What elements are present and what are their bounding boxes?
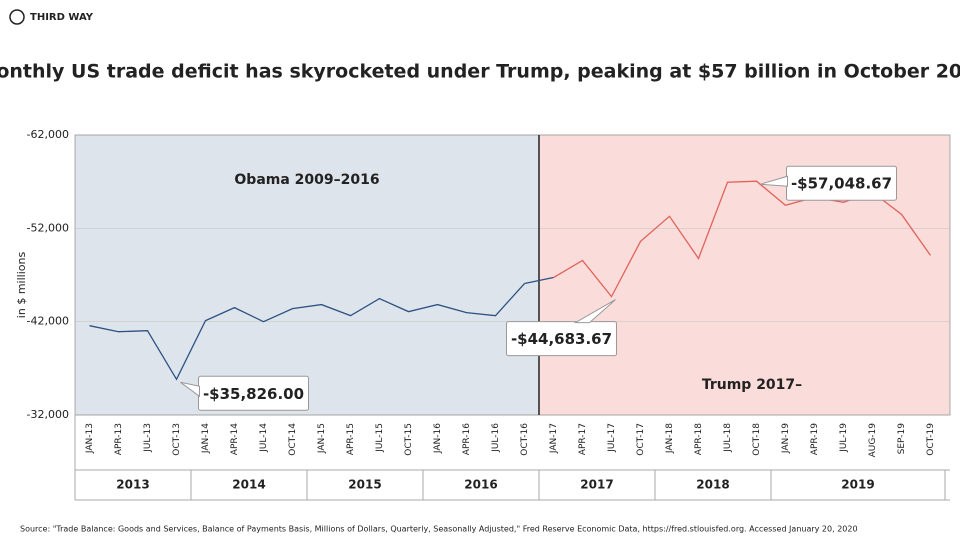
data-label: -$44,683.67 (511, 330, 612, 348)
y-axis-label: in $ millions (15, 252, 28, 319)
y-tick-label: -32,000 (27, 408, 69, 421)
x-tick-label: JUL-19 (839, 423, 849, 453)
x-tick-label: OCT-13 (172, 423, 182, 456)
line (89, 283, 525, 381)
x-tick-label: APR-13 (114, 423, 124, 455)
x-tick-label: OCT-15 (404, 423, 414, 456)
callout-box (506, 321, 617, 357)
callout-pointer (180, 381, 200, 398)
x-tick-label: JAN-13 (85, 423, 95, 454)
plot-frame (74, 134, 951, 416)
year-label: 2014 (232, 478, 265, 492)
year-label: 2018 (696, 478, 729, 492)
x-tick-label: JUL-17 (607, 423, 617, 453)
data-label: -$57,048.67 (791, 175, 892, 193)
data-label: -$35,826.00 (203, 385, 304, 403)
x-tick-label: SEP-19 (897, 423, 907, 455)
x-tick-label: OCT-19 (926, 423, 936, 456)
x-tick-label: APR-18 (694, 423, 704, 455)
region-label: Obama 2009–2016 (234, 172, 379, 188)
x-tick-label: APR-19 (810, 423, 820, 455)
x-tick-label: JAN-19 (781, 423, 791, 454)
x-tick-label: JUL-18 (723, 423, 733, 453)
x-tick-label: JUL-16 (491, 423, 501, 453)
x-tick-label: OCT-18 (752, 423, 762, 456)
y-tick-label: -42,000 (27, 315, 69, 328)
year-label: 2016 (464, 478, 497, 492)
y-tick-label: -52,000 (27, 221, 69, 234)
chart-title: Monthly US trade deficit has skyrocketed… (0, 61, 960, 83)
source: Source: "Trade Balance: Goods and Servic… (20, 525, 858, 534)
x-tick-label: APR-15 (346, 423, 356, 455)
year-label: 2013 (116, 478, 149, 492)
x-tick-label: JAN-17 (549, 423, 559, 454)
year-label: 2019 (841, 478, 874, 492)
x-tick-label: APR-14 (230, 423, 240, 455)
x-tick-label: APR-16 (462, 423, 472, 455)
year-label: 2017 (580, 478, 613, 492)
x-tick-label: AUG-19 (868, 423, 878, 458)
x-tick-label: OCT-17 (636, 423, 646, 456)
region (75, 135, 539, 415)
y-tick-label: -62,000 (27, 128, 69, 141)
logo (9, 9, 25, 25)
x-tick-label: OCT-16 (520, 423, 530, 456)
x-tick-label: OCT-14 (288, 423, 298, 456)
x-tick-label: APR-17 (578, 423, 588, 455)
callout-pointer (573, 299, 616, 324)
callout-pointer (760, 175, 788, 187)
year-label: 2015 (348, 478, 381, 492)
x-tick-label: JAN-18 (665, 423, 675, 454)
x-tick-label: JAN-14 (201, 423, 211, 454)
x-tick-label: JUL-15 (375, 423, 385, 453)
x-tick-label: JAN-15 (317, 423, 327, 454)
connector (524, 276, 554, 285)
region-label: Trump 2017– (702, 377, 802, 393)
x-tick-label: JUL-13 (143, 423, 153, 453)
brand: THIRD WAY (30, 12, 94, 23)
x-tick-label: JAN-16 (433, 423, 443, 454)
x-tick-label: JUL-14 (259, 423, 269, 453)
